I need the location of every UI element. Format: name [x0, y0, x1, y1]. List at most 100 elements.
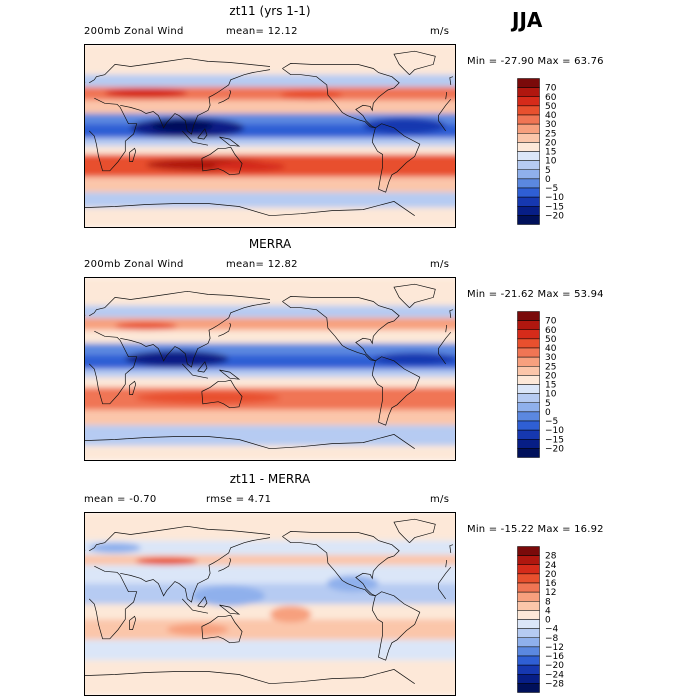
field-band: [84, 113, 456, 124]
field-band: [84, 660, 456, 696]
field-blob: [363, 117, 446, 134]
colorbar-label: 20: [545, 570, 557, 580]
colorbar-label: 0: [545, 408, 551, 418]
stat-rmse: rmse = 4.71: [206, 494, 272, 505]
colorbar-label: 12: [545, 588, 556, 598]
colorbar-swatch: [517, 564, 540, 575]
coastline: [120, 69, 271, 135]
field-band: [84, 619, 456, 640]
colorbar-swatch: [517, 96, 540, 107]
colorbar-swatch: [517, 133, 540, 143]
colorbar-swatch: [517, 311, 540, 321]
field-blob: [166, 623, 229, 636]
colorbar-label: 0: [545, 175, 551, 185]
field-blob: [280, 90, 343, 101]
variable-label: 200mb Zonal Wind: [84, 259, 184, 270]
colorbar-label: 70: [545, 84, 557, 94]
coastline: [89, 57, 448, 100]
colorbar-label: −20: [545, 661, 564, 671]
panel-title: zt11 (yrs 1-1): [229, 4, 311, 18]
colorbar-label: 5: [545, 166, 551, 176]
map-frame: [84, 44, 456, 228]
coastline: [88, 330, 452, 405]
colorbar-swatch: [517, 664, 540, 675]
coastline: [88, 97, 452, 172]
field-band: [84, 138, 456, 147]
contour-map: [84, 512, 456, 696]
field-blob: [135, 391, 281, 404]
colorbar-swatch: [517, 637, 540, 648]
field-band: [84, 377, 456, 388]
stat-mean: mean= 12.12: [226, 26, 298, 37]
coastline: [371, 123, 421, 193]
contour-map: [84, 277, 456, 461]
colorbar-label: −12: [545, 643, 564, 653]
field-band: [84, 565, 456, 584]
colorbar-swatch: [517, 87, 540, 97]
colorbar-label: 4: [545, 606, 551, 616]
field-blob: [213, 161, 286, 172]
colorbar-swatch: [517, 187, 540, 198]
colorbar-label: −4: [545, 625, 559, 635]
field-band: [84, 343, 456, 355]
field-band: [84, 330, 456, 344]
field-band: [84, 207, 456, 228]
colorbar-swatch: [517, 555, 540, 565]
field-blob: [125, 350, 229, 367]
min-max-label: Min = -21.62 Max = 53.94: [467, 289, 604, 300]
field-band: [84, 192, 456, 208]
colorbar-swatch: [517, 178, 540, 189]
colorbar-swatch: [517, 375, 540, 385]
colorbar-swatch: [517, 610, 540, 620]
colorbar-label: −5: [545, 184, 558, 194]
colorbar-label: 16: [545, 579, 557, 589]
colorbar-label: 30: [545, 353, 557, 363]
colorbar-label: −10: [545, 426, 564, 436]
colorbar-label: 0: [545, 616, 551, 626]
colorbar-label: −20: [545, 444, 564, 454]
colorbar-swatch: [517, 78, 540, 88]
field-band: [84, 512, 456, 541]
colorbar-label: −24: [545, 670, 564, 680]
colorbar-label: 20: [545, 138, 557, 148]
field-blob: [89, 542, 141, 553]
colorbar-label: 40: [545, 111, 557, 121]
colorbar-swatch: [517, 196, 540, 207]
colorbar-label: 40: [545, 344, 557, 354]
coastline: [371, 591, 421, 661]
colorbar-swatch: [517, 601, 540, 611]
colorbar-label: 10: [545, 390, 557, 400]
colorbar-label: 15: [545, 148, 556, 158]
coastline: [120, 537, 271, 603]
coastline: [129, 147, 137, 162]
coastline: [218, 557, 232, 572]
field-band: [84, 639, 456, 661]
colorbar-label: −28: [545, 679, 564, 689]
colorbar-swatch: [517, 411, 540, 422]
field-band: [84, 425, 456, 446]
colorbar-swatch: [517, 655, 540, 666]
panel-title: MERRA: [248, 237, 292, 251]
coastline: [120, 302, 271, 368]
colorbar-label: 28: [545, 552, 557, 562]
colorbar-swatch: [517, 582, 540, 593]
colorbar-swatch: [517, 105, 540, 116]
colorbar-label: 30: [545, 120, 557, 130]
coastline: [197, 361, 208, 373]
colorbar-swatch: [517, 329, 540, 340]
colorbar-label: −20: [545, 211, 564, 221]
colorbar-swatch: [517, 151, 540, 161]
coastline: [201, 146, 243, 176]
colorbar-label: 25: [545, 129, 556, 139]
colorbar-label: −10: [545, 193, 564, 203]
units-label: m/s: [430, 494, 450, 505]
stat-mean: mean = -0.70: [84, 494, 157, 505]
map-frame: [84, 512, 456, 696]
colorbar-label: 60: [545, 93, 557, 103]
units-label: m/s: [430, 259, 450, 270]
field-band: [84, 445, 456, 461]
colorbar-swatch: [517, 366, 540, 376]
colorbar-label: 5: [545, 399, 551, 409]
